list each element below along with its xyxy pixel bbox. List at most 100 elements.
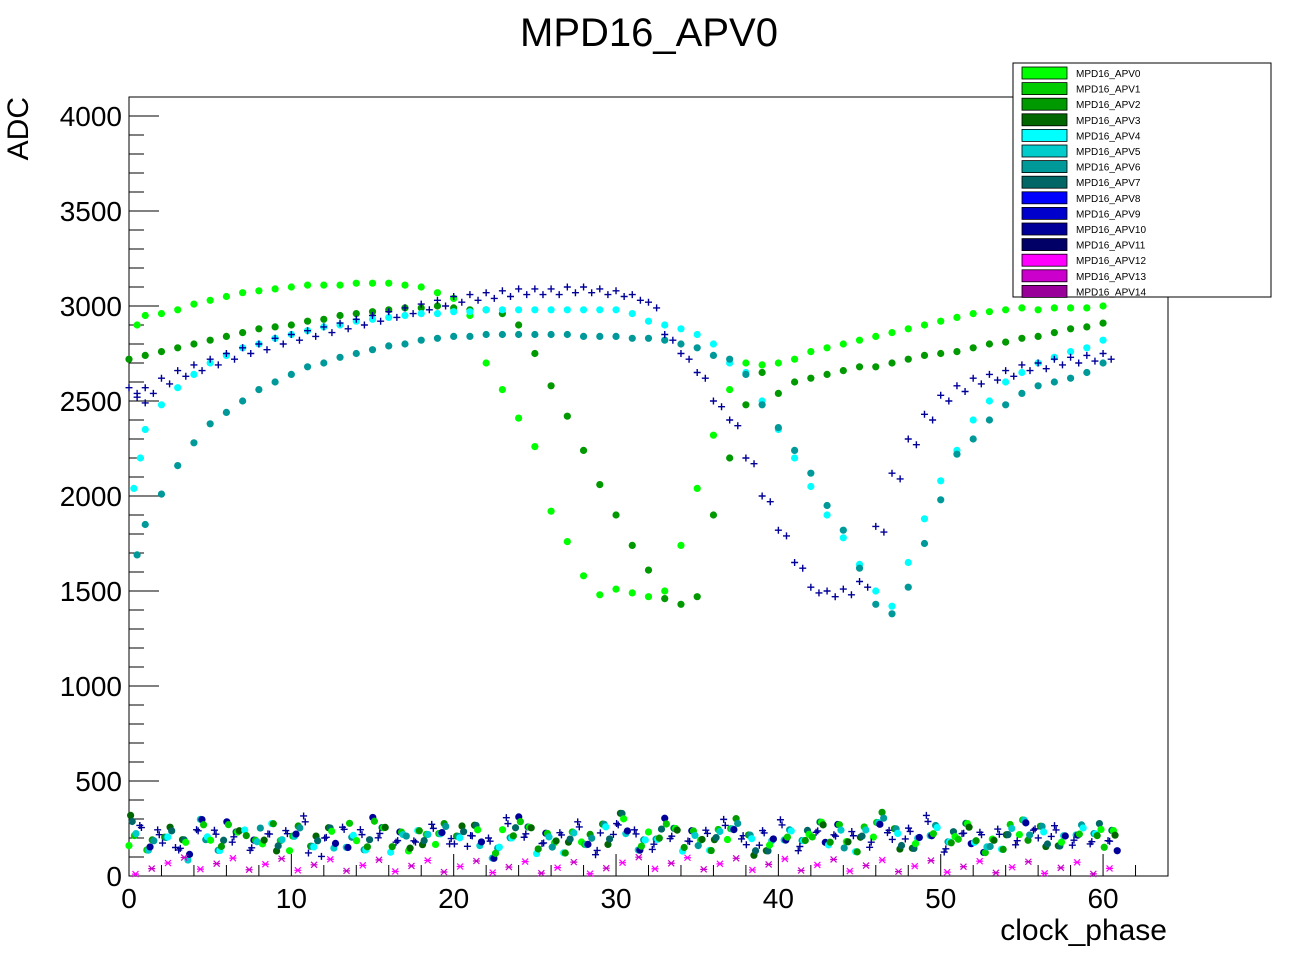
data-point <box>507 293 515 300</box>
data-point <box>278 836 286 844</box>
data-point <box>131 870 139 878</box>
data-point <box>352 837 361 845</box>
data-point <box>812 828 820 836</box>
data-point <box>1008 824 1016 833</box>
data-point <box>1047 832 1055 840</box>
data-point <box>1095 819 1103 828</box>
data-point <box>206 296 214 304</box>
data-point <box>765 860 773 868</box>
data-point <box>190 300 198 308</box>
data-point <box>537 869 545 877</box>
legend-label: MPD16_APV14 <box>1076 287 1146 298</box>
data-point <box>755 841 763 849</box>
data-point <box>176 844 184 852</box>
data-point <box>466 291 474 299</box>
data-point <box>154 826 162 834</box>
data-point <box>691 831 699 840</box>
data-point <box>878 808 886 816</box>
data-point <box>972 837 980 845</box>
data-point <box>352 310 360 318</box>
data-point <box>1041 869 1049 877</box>
data-point <box>830 856 838 863</box>
data-point <box>1111 831 1119 839</box>
legend-swatch <box>1021 160 1068 174</box>
data-point <box>217 842 226 850</box>
data-point <box>484 834 492 842</box>
data-point <box>368 315 377 323</box>
legend-swatch <box>1021 222 1068 236</box>
data-point <box>796 843 804 851</box>
data-point <box>312 332 320 340</box>
data-point <box>303 281 312 289</box>
data-point <box>1040 828 1048 836</box>
data-point <box>1070 836 1078 844</box>
data-point <box>534 845 542 853</box>
data-point <box>320 359 328 367</box>
x-tick-label: 40 <box>763 883 794 914</box>
data-point <box>155 831 163 839</box>
data-point <box>911 840 920 848</box>
data-point <box>685 355 693 363</box>
data-point <box>336 319 344 327</box>
data-point <box>1002 306 1010 314</box>
data-point <box>336 281 344 289</box>
data-point <box>872 600 880 608</box>
data-point <box>709 397 717 405</box>
data-point <box>915 833 923 842</box>
data-point <box>815 589 823 597</box>
data-point <box>498 306 506 314</box>
data-point <box>511 824 520 832</box>
data-point <box>830 831 838 839</box>
data-point <box>911 862 919 870</box>
data-point <box>651 865 659 873</box>
legend-swatch <box>1021 191 1068 205</box>
data-point <box>241 826 249 834</box>
data-point <box>819 821 827 829</box>
data-point <box>872 332 880 340</box>
data-point <box>986 842 994 851</box>
data-point <box>823 587 831 595</box>
data-point <box>661 595 669 603</box>
data-point <box>781 855 789 863</box>
data-point <box>164 859 172 867</box>
data-point <box>468 832 476 840</box>
data-point <box>301 818 309 826</box>
data-point <box>326 855 334 863</box>
data-point <box>385 313 393 321</box>
data-point <box>945 397 953 405</box>
legend-label: MPD16_APV6 <box>1076 163 1141 174</box>
data-point <box>410 837 418 845</box>
data-point <box>376 829 384 837</box>
data-point <box>969 374 977 382</box>
data-point <box>190 439 198 447</box>
legend-label: MPD16_APV1 <box>1076 85 1141 96</box>
data-point <box>791 355 799 363</box>
data-point <box>547 382 555 390</box>
data-point <box>937 477 945 485</box>
data-point <box>769 835 777 843</box>
data-point <box>304 327 312 335</box>
data-point <box>278 855 286 863</box>
data-point <box>813 861 821 869</box>
data-point <box>693 593 701 601</box>
data-point <box>584 840 592 848</box>
data-point <box>157 348 166 356</box>
data-point <box>826 838 834 846</box>
data-point <box>287 331 295 338</box>
data-point <box>491 849 500 857</box>
data-point <box>579 446 588 454</box>
data-point <box>263 346 271 354</box>
data-point <box>1012 841 1020 849</box>
legend-label: MPD16_APV2 <box>1076 100 1141 111</box>
data-point <box>878 856 886 864</box>
data-point <box>1075 359 1083 367</box>
data-point <box>256 824 264 832</box>
data-point <box>637 842 646 850</box>
data-point <box>807 482 815 491</box>
x-axis-label: clock_phase <box>1000 914 1167 947</box>
data-point <box>310 861 318 869</box>
data-point <box>742 359 750 367</box>
data-point <box>239 397 247 405</box>
data-point <box>864 583 872 591</box>
y-tick-label: 0 <box>106 861 122 892</box>
